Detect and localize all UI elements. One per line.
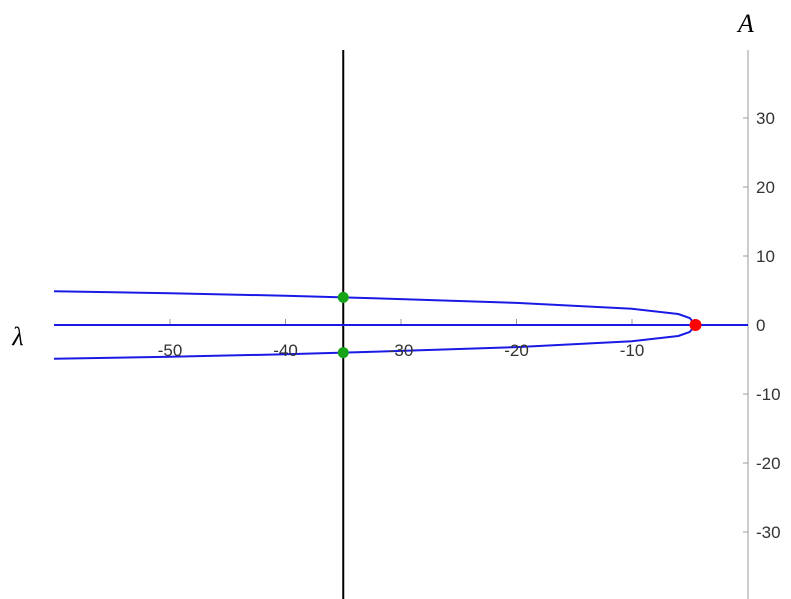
x-tick-label: -10: [620, 341, 645, 360]
lower-branch-curve: [53, 324, 697, 360]
y-tick-label: 10: [756, 247, 775, 266]
y-tick-label: 30: [756, 109, 775, 128]
y-tick-label: 0: [756, 316, 765, 335]
upper-branch-curve: [53, 290, 697, 326]
x-tick-label: -30: [389, 341, 414, 360]
y-tick-label: -30: [756, 523, 781, 542]
y-tick-label: -10: [756, 385, 781, 404]
x-tick-label: -50: [158, 341, 183, 360]
x-axis-title: λ: [11, 322, 23, 351]
intersection-point: [337, 347, 349, 359]
x-tick-label: -40: [273, 341, 298, 360]
intersection-point: [337, 291, 349, 303]
y-tick-label: -20: [756, 454, 781, 473]
y-tick-label: 20: [756, 178, 775, 197]
y-axis-title: A: [736, 9, 754, 38]
x-tick-label: -20: [504, 341, 529, 360]
bifurcation-point: [689, 319, 702, 331]
